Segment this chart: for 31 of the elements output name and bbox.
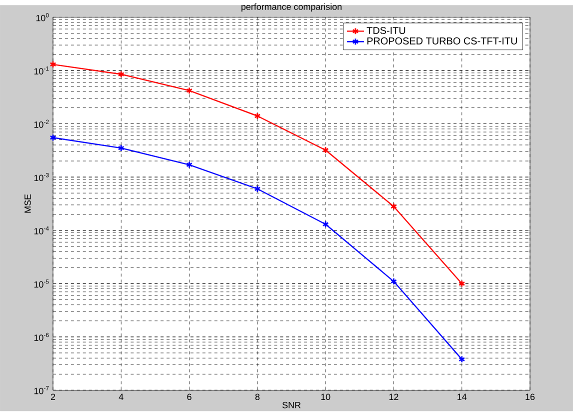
- point: [322, 220, 329, 228]
- x-tick-label: 10: [321, 394, 330, 400]
- x-tick-label: 8: [255, 394, 260, 400]
- point: [390, 278, 397, 286]
- y-tick-label: 10$^{-6}$: [34, 333, 49, 342]
- legend-label: PROPOSED TURBO CS-TFT-ITU: [367, 38, 517, 45]
- y-axis-title: MSE: [24, 194, 31, 213]
- point: [118, 70, 124, 78]
- point: [322, 146, 329, 154]
- y-tick-label: 10$^{-1}$: [34, 66, 49, 75]
- y-tick-label: 10$^{-5}$: [34, 280, 49, 288]
- x-tick-label: 6: [187, 394, 192, 400]
- x-tick-label: 16: [526, 394, 535, 400]
- x-axis-title: SNR: [282, 402, 301, 408]
- chart-title: performance comparision: [242, 4, 342, 12]
- y-tick-label: 10$^{0}$: [36, 13, 49, 22]
- y-tick-label: 10$^{-7}$: [34, 386, 49, 394]
- y-tick-label: 10$^{-3}$: [34, 173, 49, 182]
- x-tick-label: 4: [118, 394, 124, 400]
- point: [254, 185, 261, 193]
- point: [186, 87, 193, 94]
- y-tick-label: 10$^{-2}$: [34, 120, 49, 128]
- point: [118, 144, 124, 152]
- y-tick-label: 10$^{-4}$: [34, 226, 49, 235]
- point: [186, 161, 193, 169]
- x-tick-label: 14: [458, 394, 467, 400]
- x-tick-label: 2: [50, 394, 56, 400]
- point: [390, 203, 397, 210]
- point: [254, 112, 261, 120]
- x-tick-label: 12: [389, 394, 398, 400]
- legend-label: TDS-ITU: [366, 27, 406, 34]
